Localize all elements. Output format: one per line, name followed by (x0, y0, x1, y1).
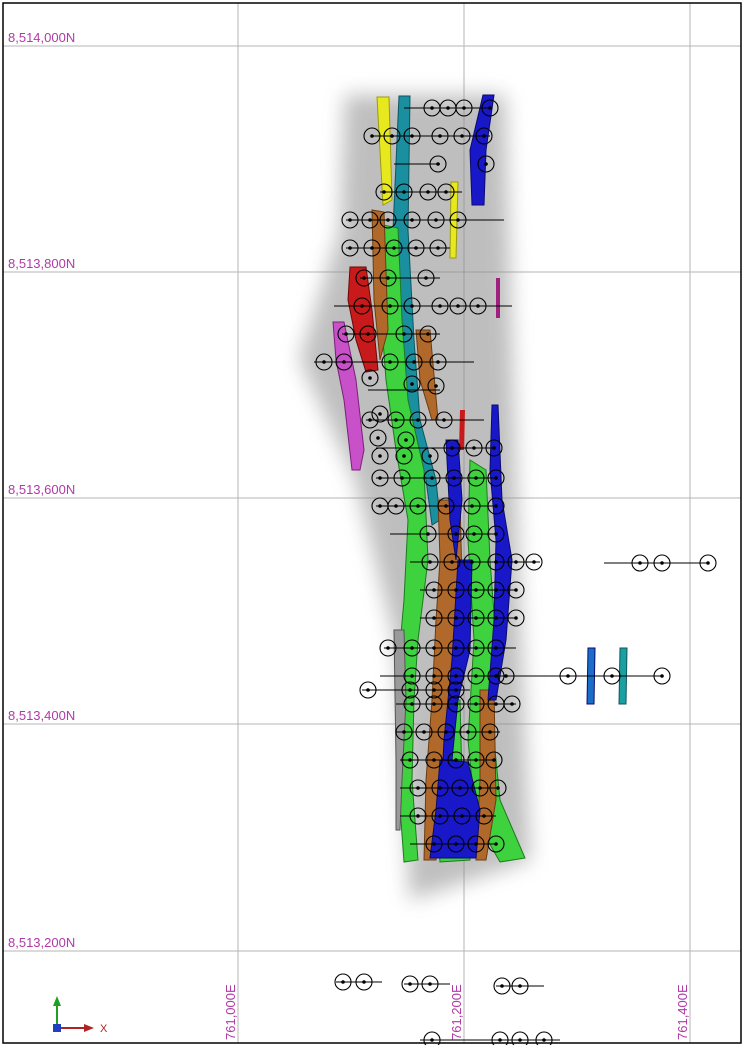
vein-blue-a (445, 439, 463, 561)
vein-grey (393, 629, 407, 831)
axis-triad: X (53, 996, 108, 1035)
northing-label: 8,513,800N (8, 256, 75, 271)
northing-label: 8,513,600N (8, 482, 75, 497)
vein-green (379, 224, 429, 863)
vein-red (347, 266, 379, 373)
vein-yellow (376, 96, 393, 206)
x-axis-label: X (100, 1023, 108, 1035)
vein-red-thin (459, 410, 465, 450)
northing-label: 8,514,000N (8, 30, 75, 45)
x-axis-arrowhead (84, 1024, 94, 1032)
y-axis-arrowhead (53, 996, 61, 1006)
easting-label: 761,000E (223, 984, 238, 1040)
easting-label: 761,200E (449, 984, 464, 1040)
vein-magenta-thin (496, 278, 500, 318)
z-axis-marker (53, 1024, 61, 1032)
northing-label: 8,513,400N (8, 708, 75, 723)
easting-label: 761,400E (675, 984, 690, 1040)
vein-blue-north (469, 94, 495, 206)
northing-label: 8,513,200N (8, 935, 75, 950)
